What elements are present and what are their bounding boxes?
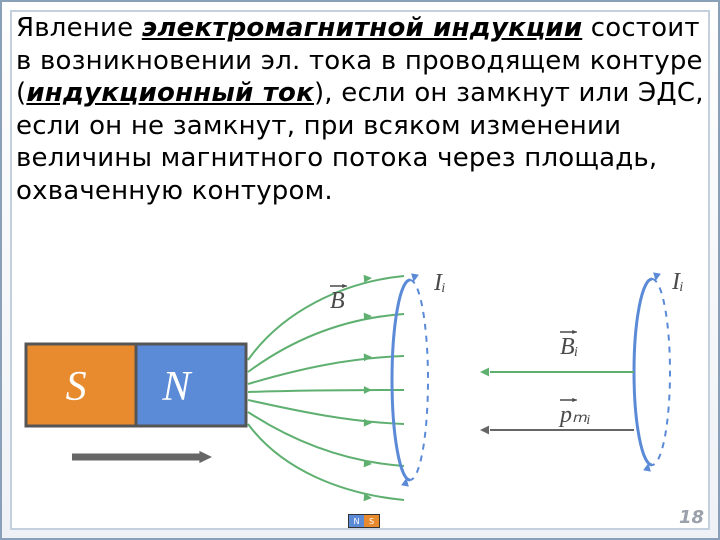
svg-text:S: S xyxy=(66,364,87,410)
svg-text:B: B xyxy=(330,288,345,314)
footer-magnet-icon: N S xyxy=(348,514,380,528)
svg-text:N: N xyxy=(161,364,192,410)
svg-text:Iᵢ: Iᵢ xyxy=(433,272,446,296)
svg-text:Iᵢ: Iᵢ xyxy=(671,272,684,295)
slide: Явление электромагнитной индукции состои… xyxy=(0,0,720,540)
definition-text: Явление электромагнитной индукции состои… xyxy=(16,12,704,207)
page-number: 18 xyxy=(679,507,704,528)
term-induction-current: индукционный ток xyxy=(26,78,314,108)
footer-s: S xyxy=(364,515,379,527)
term-emi: электромагнитной индукции xyxy=(142,13,583,43)
footer-n: N xyxy=(349,515,364,527)
svg-text:pₘᵢ: pₘᵢ xyxy=(558,402,591,428)
text-plain-1: Явление xyxy=(16,13,142,43)
svg-text:Bᵢ: Bᵢ xyxy=(560,334,578,360)
emi-diagram: S N Iᵢ Iᵢ B Bᵢ pₘᵢ xyxy=(12,272,708,512)
